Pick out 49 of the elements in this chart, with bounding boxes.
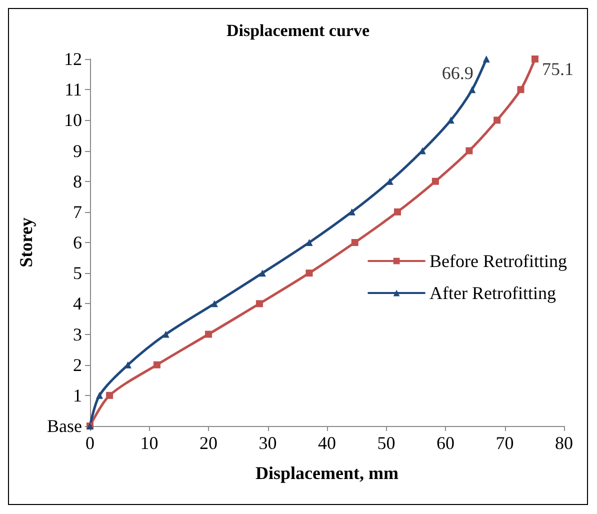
point: [468, 86, 476, 94]
point: [256, 300, 263, 308]
annotation: 66.9: [442, 63, 474, 83]
point: [306, 270, 313, 277]
legend-label: After Retrofitting: [430, 283, 556, 303]
legend-label: Before Retrofitting: [430, 251, 568, 271]
point: [394, 208, 402, 216]
point: [162, 330, 170, 338]
y-tick-label: 6: [73, 232, 82, 252]
point: [531, 56, 538, 62]
x-tick-label: 70: [496, 433, 514, 453]
point: [205, 330, 212, 338]
x-tick-label: 30: [258, 433, 277, 453]
x-tick-label: 20: [200, 433, 218, 453]
y-tick-label: 3: [73, 324, 82, 344]
x-tick-label: 80: [555, 433, 573, 453]
y-tick-label: 1: [73, 385, 82, 406]
y-tick-label: 12: [64, 49, 82, 69]
x-tick-label: 50: [377, 433, 396, 453]
point: [482, 56, 490, 62]
point: [258, 270, 266, 277]
x-tick-label: 10: [140, 433, 158, 453]
y-tick-label: 7: [73, 202, 82, 222]
y-tick-label: 2: [73, 354, 82, 375]
point: [351, 239, 358, 246]
point: [494, 116, 501, 124]
y-tick-label: 5: [73, 263, 82, 284]
point: [153, 361, 160, 368]
y-tick-label: 4: [73, 294, 82, 314]
point: [432, 178, 439, 185]
y-tick-label: 11: [64, 80, 82, 100]
x-tick-label: 60: [436, 433, 454, 453]
y-tick-label: 10: [64, 110, 82, 130]
chart-title: Displacement curve: [226, 21, 370, 40]
x-axis-title: Displacement, mm: [256, 463, 398, 483]
point: [106, 392, 114, 399]
x-tick-label: 40: [318, 433, 336, 453]
point: [517, 86, 524, 94]
point: [96, 392, 103, 399]
point: [466, 147, 473, 154]
y-tick-label: 9: [73, 140, 82, 161]
annotation: 75.1: [542, 59, 574, 79]
x-tick-label: 0: [86, 433, 94, 453]
point: [348, 208, 356, 216]
y-tick-label: Base: [47, 416, 82, 436]
y-tick-label: 8: [73, 171, 82, 192]
point: [306, 239, 313, 246]
y-axis-title: Storey: [16, 218, 36, 268]
point: [210, 300, 218, 308]
